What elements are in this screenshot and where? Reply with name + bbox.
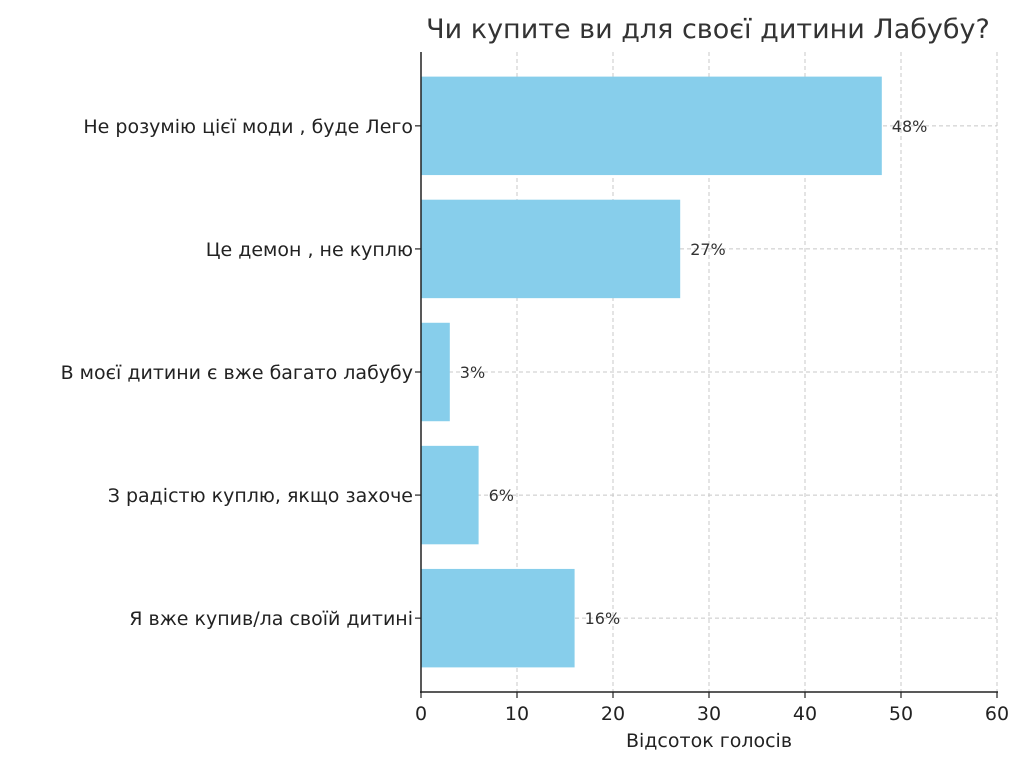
bar (421, 445, 479, 545)
bars: 48% 27% 3% 6% 16% (421, 76, 928, 668)
value-label: 27% (690, 240, 726, 259)
y-tick-label: В моєї дитини є вже багато лабубу (61, 362, 413, 384)
x-tick-label: 30 (697, 703, 721, 725)
y-tick-labels: Не розумію цієї моди , буде Лего Це демон… (61, 116, 421, 630)
chart-title: Чи купите ви для своєї дитини Лабубу? (426, 14, 990, 45)
y-tick-label: Я вже купив/ла своїй дитині (129, 608, 413, 630)
x-tick-label: 40 (793, 703, 817, 725)
y-tick-label: З радістю куплю, якщо захоче (108, 485, 413, 507)
value-label: 48% (892, 117, 928, 136)
bar (421, 76, 882, 176)
bar (421, 199, 681, 299)
value-label: 16% (585, 609, 621, 628)
y-tick-label: Це демон , не куплю (206, 239, 413, 261)
y-tick-label: Не розумію цієї моди , буде Лего (83, 116, 413, 138)
bar (421, 568, 575, 668)
x-tick-label: 60 (985, 703, 1009, 725)
x-tick-label: 0 (415, 703, 427, 725)
x-tick-label: 50 (889, 703, 913, 725)
x-tick-label: 20 (601, 703, 625, 725)
x-tick-label: 10 (505, 703, 529, 725)
x-axis-label: Відсоток голосів (626, 730, 792, 752)
bar (421, 322, 450, 422)
x-tick-labels: 0 10 20 30 40 50 60 (415, 692, 1009, 725)
value-label: 6% (489, 486, 514, 505)
value-label: 3% (460, 363, 485, 382)
